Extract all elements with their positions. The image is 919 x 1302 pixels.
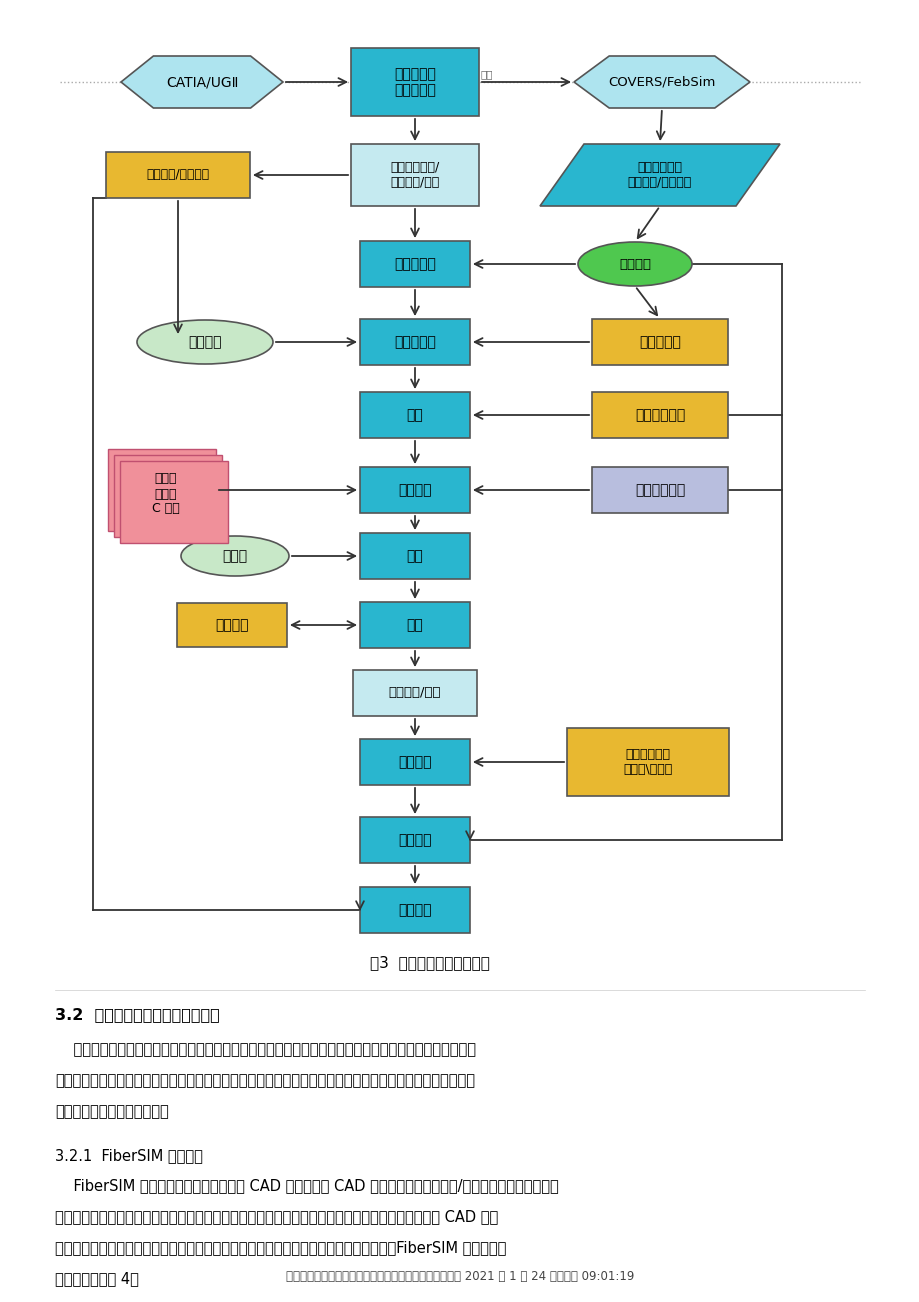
Text: 工装工具: 工装工具 (188, 335, 221, 349)
Text: 预浸料剪裁: 预浸料剪裁 (393, 256, 436, 271)
Bar (359, 887, 470, 934)
Text: 数控下料机: 数控下料机 (639, 335, 680, 349)
Bar (106, 152, 250, 198)
Bar (119, 461, 228, 543)
Text: 部件装配: 部件装配 (398, 904, 431, 917)
Ellipse shape (181, 536, 289, 575)
Bar (114, 454, 221, 536)
Bar (591, 392, 727, 437)
Text: 切割: 切割 (406, 618, 423, 631)
Text: 铺层结构设计
下料排样/三维边界: 铺层结构设计 下料排样/三维边界 (627, 161, 691, 189)
Text: CATIA/UGⅡ: CATIA/UGⅡ (165, 76, 238, 89)
Bar (351, 48, 479, 116)
Bar (359, 467, 470, 513)
Bar (359, 816, 470, 863)
Text: 自动铺放设备: 自动铺放设备 (634, 483, 685, 497)
Text: 复合材料构
件三维模型: 复合材料构 件三维模型 (393, 66, 436, 98)
Text: 自动化热压罐
热压床\固化炉: 自动化热压罐 热压床\固化炉 (623, 749, 672, 776)
Text: 工装三维设计/
数控编程/制造: 工装三维设计/ 数控编程/制造 (390, 161, 439, 189)
Text: 测厚仪
声发射
C 扫描: 测厚仪 声发射 C 扫描 (152, 473, 180, 516)
Text: 程设计环境见图 4。: 程设计环境见图 4。 (55, 1271, 139, 1286)
Text: 数控机床/数控测量: 数控机床/数控测量 (146, 168, 210, 181)
Text: 推荐: 推荐 (481, 69, 493, 79)
Text: 3.2  复合材料构件数字化设计技术: 3.2 复合材料构件数字化设计技术 (55, 1006, 220, 1022)
Bar (108, 449, 216, 531)
Bar (176, 603, 287, 647)
Bar (591, 467, 727, 513)
Text: 中复合材料构件的完整定义，管理复合材料数据，在项目内部共享复合材料构件的定义。FiberSIM 复合材料工: 中复合材料构件的完整定义，管理复合材料数据，在项目内部共享复合材料构件的定义。F… (55, 1240, 505, 1255)
Bar (359, 241, 470, 286)
Text: 材料制造信息等非几何数据。: 材料制造信息等非几何数据。 (55, 1104, 168, 1118)
Bar (359, 740, 470, 785)
Text: 工具。该软件可以提供专业的工程设计环境，高效地处理复合材料及其结构的复杂性问题，能够捕捉 CAD 系统: 工具。该软件可以提供专业的工程设计环境，高效地处理复合材料及其结构的复杂性问题，… (55, 1210, 498, 1224)
Text: 无损检测: 无损检测 (398, 833, 431, 848)
Bar (359, 392, 470, 437)
Text: 修补仪: 修补仪 (222, 549, 247, 562)
Text: COVERS/FebSim: COVERS/FebSim (607, 76, 715, 89)
Polygon shape (121, 56, 283, 108)
Ellipse shape (577, 242, 691, 286)
Text: 激光定位系统: 激光定位系统 (634, 408, 685, 422)
Text: 定义与其它材料零件的定义方法有明显的区别，其数据不仅包含构件的几何信息、铺层信息，还要包含相关的: 定义与其它材料零件的定义方法有明显的区别，其数据不仅包含构件的几何信息、铺层信息… (55, 1073, 474, 1088)
Text: 数控机床: 数控机床 (215, 618, 248, 631)
Polygon shape (573, 56, 749, 108)
Bar (359, 533, 470, 579)
Text: 修补: 修补 (406, 549, 423, 562)
Text: FiberSIM 可以完全集成于用户已有的 CAD 系统中，使 CAD 系统成为高性能的设计/制造复合材料构件的软件: FiberSIM 可以完全集成于用户已有的 CAD 系统中，使 CAD 系统成为… (55, 1178, 558, 1193)
Text: 3.2.1  FiberSIM 解决方案: 3.2.1 FiberSIM 解决方案 (55, 1148, 203, 1163)
Polygon shape (539, 145, 779, 206)
Text: 复合材料构件的最显著工艺特点是在完成材料制造的同时完成产品的制造。因此，复合材料构件的数字化: 复合材料构件的最显著工艺特点是在完成材料制造的同时完成产品的制造。因此，复合材料… (55, 1042, 475, 1057)
Ellipse shape (137, 320, 273, 365)
Bar (359, 602, 470, 648)
Bar (353, 671, 476, 716)
Text: 数据接口: 数据接口 (618, 258, 651, 271)
Text: 固化: 固化 (406, 408, 423, 422)
Bar (351, 145, 479, 206)
Text: 无损检测: 无损检测 (398, 483, 431, 497)
Bar (591, 319, 727, 365)
Text: 胶接装配/组合: 胶接装配/组合 (389, 686, 441, 699)
Text: 预浸料铺叠: 预浸料铺叠 (393, 335, 436, 349)
Bar (359, 319, 470, 365)
Text: 图3  数字化生产线典型流程: 图3 数字化生产线典型流程 (369, 956, 490, 970)
Text: 胶接固化: 胶接固化 (398, 755, 431, 769)
Bar (566, 728, 728, 796)
Text: 最新精品资料整理推荐，更新于二〇二一年一月二十四日 2021 年 1 月 24 日星期日 09:01:19: 最新精品资料整理推荐，更新于二〇二一年一月二十四日 2021 年 1 月 24 … (286, 1271, 633, 1284)
